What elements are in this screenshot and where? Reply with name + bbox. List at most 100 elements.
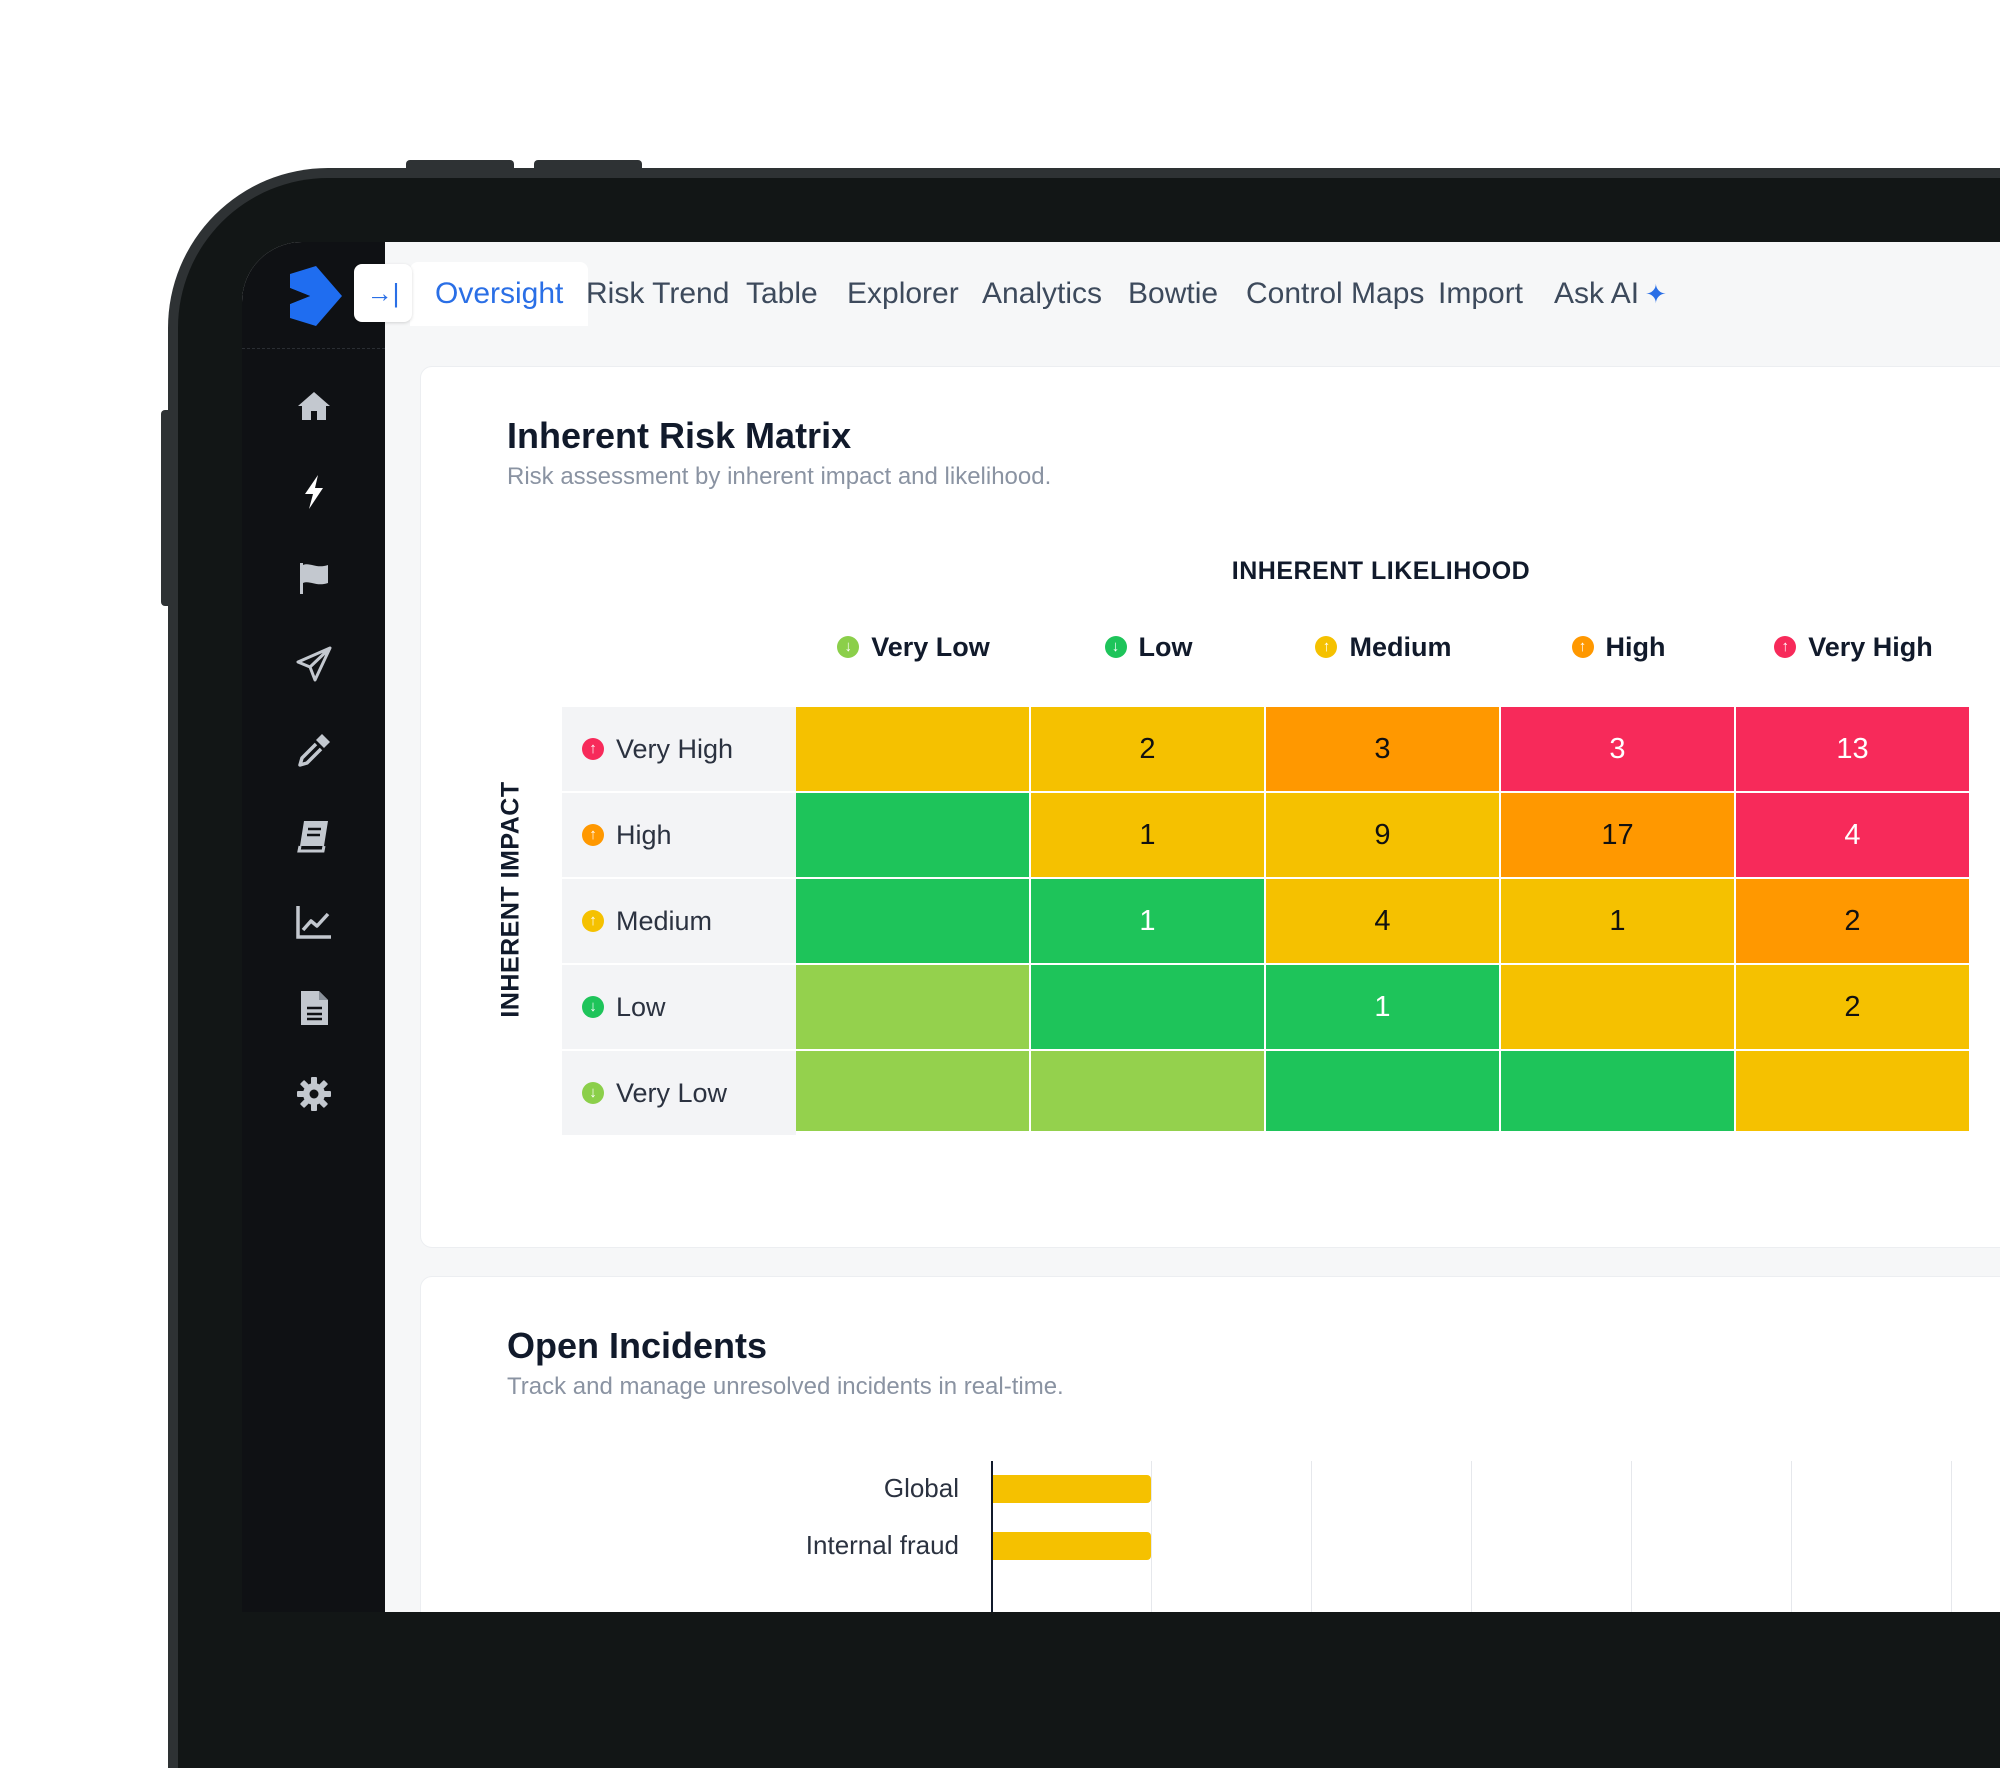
tab-analytics[interactable]: Analytics [982, 277, 1103, 310]
column-header-label: Low [1138, 631, 1193, 662]
tab-bar: Oversight Risk Trend Table Explorer Anal… [385, 242, 2000, 348]
impact-axis-label: INHERENT IMPACT [496, 781, 525, 1018]
tab-import[interactable]: Import [1438, 277, 1524, 310]
tab-oversight[interactable]: Oversight [410, 262, 589, 326]
sidebar [242, 242, 385, 1612]
risk-matrix-card: Inherent Risk Matrix Risk assessment by … [420, 366, 2000, 1248]
matrix-cell[interactable]: 3 [1266, 707, 1499, 791]
row-header-high: ↑ High [562, 793, 796, 879]
level-up-icon: ↑ [582, 738, 604, 760]
tab-risk-trend[interactable]: Risk Trend [586, 277, 730, 310]
matrix-cell [796, 793, 1029, 877]
tab-explorer[interactable]: Explorer [847, 277, 959, 310]
matrix-cell[interactable]: 17 [1501, 793, 1734, 877]
sidebar-collapse-button[interactable]: →| [354, 264, 412, 322]
app-logo-icon[interactable] [290, 266, 342, 326]
matrix-cell [1736, 1051, 1969, 1131]
gridline [1951, 1461, 1952, 1612]
level-down-icon: ↓ [582, 1082, 604, 1104]
tab-bowtie[interactable]: Bowtie [1128, 277, 1219, 310]
book-icon[interactable] [292, 814, 336, 858]
matrix-cell[interactable]: 1 [1031, 793, 1264, 877]
tab-ask-ai[interactable]: Ask AI ✦ [1529, 262, 1692, 326]
tab-table[interactable]: Table [746, 277, 818, 310]
gear-icon[interactable] [292, 1072, 336, 1116]
column-header-high: ↑ High [1501, 627, 1736, 667]
bar-label: Global [883, 1473, 959, 1503]
level-down-icon: ↓ [1104, 636, 1127, 658]
column-header-low: ↓ Low [1031, 627, 1266, 667]
matrix-cell [1031, 965, 1264, 1049]
tab-ask-ai-label: Ask AI [1554, 277, 1640, 310]
level-up-icon: ↑ [1571, 636, 1594, 658]
matrix-cell[interactable]: 1 [1266, 965, 1499, 1049]
level-up-icon: ↑ [582, 824, 604, 846]
sparkle-icon: ✦ [1645, 279, 1667, 309]
matrix-cell [1501, 965, 1734, 1049]
column-header-label: Very High [1808, 631, 1933, 662]
matrix-cell [796, 1051, 1029, 1131]
level-down-icon: ↓ [837, 636, 860, 658]
gridline [1311, 1461, 1312, 1612]
row-header-label: Medium [616, 905, 713, 936]
app-screen: →| Oversight Risk Trend Table Explorer A… [242, 242, 2000, 1612]
card-title: Open Incidents [507, 1325, 768, 1366]
matrix-cell[interactable]: 2 [1736, 879, 1969, 963]
matrix-cell[interactable]: 1 [1031, 879, 1264, 963]
chart-line-icon[interactable] [292, 900, 336, 944]
column-header-very-low: ↓ Very Low [796, 627, 1031, 667]
matrix-cell[interactable]: 1 [1501, 879, 1734, 963]
column-header-label: Medium [1349, 631, 1452, 662]
paper-plane-icon[interactable] [292, 642, 336, 686]
matrix-cell[interactable]: 2 [1031, 707, 1264, 791]
card-title: Inherent Risk Matrix [507, 415, 852, 456]
level-up-icon: ↑ [1774, 636, 1797, 658]
column-header-very-high: ↑ Very High [1736, 627, 1971, 667]
eyedropper-icon[interactable] [292, 728, 336, 772]
matrix-cell [1031, 1051, 1264, 1131]
bolt-icon[interactable] [292, 470, 336, 514]
row-header-medium: ↑ Medium [562, 879, 796, 965]
likelihood-axis-label: INHERENT LIKELIHOOD [1231, 557, 1531, 585]
matrix-cell[interactable]: 3 [1501, 707, 1734, 791]
row-header-low: ↓ Low [562, 965, 796, 1051]
collapse-arrow-icon: →| [366, 277, 400, 308]
document-icon[interactable] [292, 986, 336, 1030]
matrix-cell [796, 879, 1029, 963]
matrix-cell [796, 965, 1029, 1049]
row-header-label: Low [616, 991, 666, 1022]
row-header-very-high: ↑ Very High [562, 707, 796, 793]
bar-label: Internal fraud [805, 1530, 959, 1560]
flag-icon[interactable] [292, 556, 336, 600]
matrix-cell[interactable]: 4 [1266, 879, 1499, 963]
open-incidents-card: Open Incidents Track and manage unresolv… [420, 1276, 2000, 1612]
level-down-icon: ↓ [582, 996, 604, 1018]
incident-bar-internal-fraud[interactable] [993, 1532, 1151, 1560]
row-header-label: Very Low [616, 1077, 728, 1108]
matrix-cell[interactable]: 9 [1266, 793, 1499, 877]
row-header-very-low: ↓ Very Low [562, 1051, 796, 1137]
matrix-cell [796, 707, 1029, 791]
home-icon[interactable] [292, 384, 336, 428]
incident-bar-global[interactable] [993, 1475, 1151, 1503]
gridline [1471, 1461, 1472, 1612]
matrix-cell[interactable]: 13 [1736, 707, 1969, 791]
matrix-cell[interactable]: 4 [1736, 793, 1969, 877]
column-header-label: High [1605, 631, 1666, 662]
tab-control-maps[interactable]: Control Maps [1246, 277, 1425, 310]
level-up-icon: ↑ [582, 910, 604, 932]
column-header-medium: ↑ Medium [1266, 627, 1501, 667]
row-header-label: High [616, 819, 672, 850]
row-header-label: Very High [616, 733, 734, 764]
chart-axis [991, 1461, 993, 1612]
gridline [1791, 1461, 1792, 1612]
card-subtitle: Track and manage unresolved incidents in… [507, 1373, 1064, 1400]
level-up-icon: ↑ [1315, 636, 1338, 658]
column-header-label: Very Low [871, 631, 990, 662]
matrix-cell [1501, 1051, 1734, 1131]
matrix-cell[interactable]: 2 [1736, 965, 1969, 1049]
matrix-cell [1266, 1051, 1499, 1131]
gridline [1631, 1461, 1632, 1612]
logo-area [242, 242, 385, 349]
card-subtitle: Risk assessment by inherent impact and l… [507, 463, 1052, 490]
